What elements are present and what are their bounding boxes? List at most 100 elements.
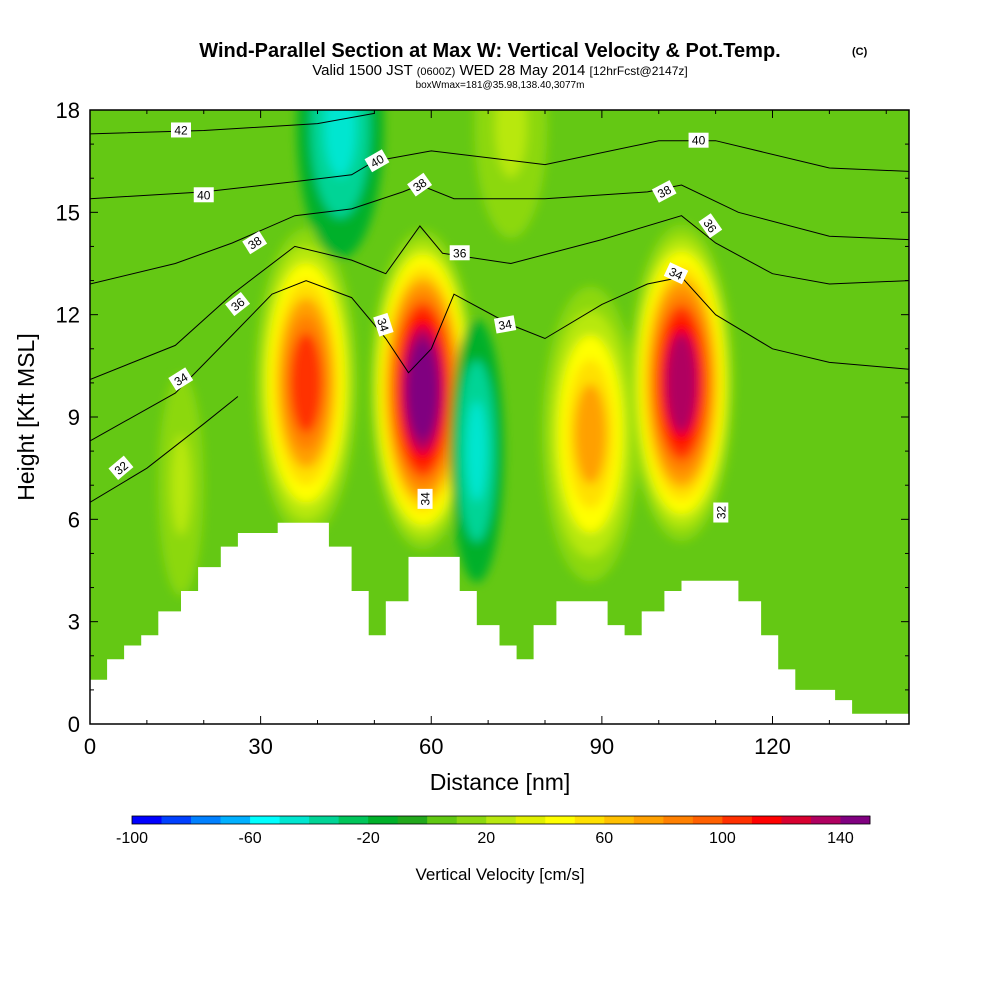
y-tick-label: 9 [68,405,80,430]
colorbar-swatch [810,816,841,824]
colorbar-swatch [751,816,782,824]
theta-contour-36 [90,215,909,380]
valid-date: WED 28 May 2014 [459,62,585,79]
colorbar-tick-label: 20 [477,830,495,847]
contour-label-box [108,455,134,480]
contour-label-38: 38 [407,172,433,197]
contour-label-box [688,132,709,148]
contour-labels: 42 40 40 40 38 38 38 36 36 36 34 34 34 34 34 32 32 [108,122,729,523]
colorbar-swatch [279,816,310,824]
contour-label-text: 36 [453,246,467,260]
colorbar-swatch [220,816,251,824]
contour-label-box [663,262,689,285]
contour-label-box [364,149,390,173]
velocity-core-7-level [324,110,357,178]
velocity-core-3-level [574,383,607,485]
contour-label-34: 34 [493,315,517,334]
colorbar-swatch [663,816,694,824]
x-tick-label: 60 [419,734,443,759]
colorbar [131,815,871,825]
contour-label-36: 36 [449,245,470,261]
colorbar-swatch [427,816,458,824]
colorbar-swatch [161,816,192,824]
contour-label-box [168,367,194,391]
contour-label-text: 34 [374,316,392,333]
velocity-core-2-level [466,400,487,502]
y-axis-label: Height [Kft MSL] [13,333,39,500]
contour-label-text: 34 [497,317,513,333]
contour-label-box [193,187,214,203]
contour-label-32: 32 [108,455,134,480]
theta-contours [90,112,909,503]
contour-label-text: 32 [714,506,728,520]
theta-contour-34 [90,276,909,442]
theta-contour-32 [90,396,239,503]
colorbar-swatch [515,816,546,824]
chart-title: Wind-Parallel Section at Max W: Vertical… [199,40,780,62]
contour-label-box [698,213,723,239]
x-axis-label: Distance [nm] [430,769,571,795]
theta-contour-38 [90,184,909,285]
colorbar-tick-label: 140 [827,830,854,847]
colorbar-label: Vertical Velocity [cm/s] [415,865,584,884]
contour-label-34: 34 [373,312,394,337]
contour-label-text: 34 [667,265,685,283]
plot-area: 42 40 40 40 38 38 38 36 36 36 34 34 34 34 34 32 32 [90,110,909,724]
colorbar-tick-label: 60 [595,830,613,847]
x-tick-label: 90 [590,734,614,759]
velocity-core-4-level [665,332,698,434]
y-tick-label: 15 [56,200,80,225]
colorbar-swatch [722,816,753,824]
colorbar-swatch [132,816,162,824]
contour-label-38: 38 [651,180,677,203]
contour-label-34: 34 [417,488,433,509]
colorbar-tick-label: -100 [116,830,148,847]
contour-label-42: 42 [171,122,191,138]
contour-label-box [407,172,433,197]
colorbar-swatch [781,816,812,824]
theta-contour-42 [90,112,375,135]
velocity-core-0-level [290,332,323,434]
velocity-core-6-level [494,110,527,178]
contour-label-text: 34 [419,492,433,506]
contour-label-box [417,488,433,509]
contour-label-34: 34 [168,367,194,391]
colorbar-frame [131,815,871,825]
valid-prefix: Valid 1500 JST [312,62,412,79]
colorbar-swatch [633,816,664,824]
contour-label-text: 40 [197,188,211,202]
colorbar-swatch [338,816,369,824]
contour-label-box [449,245,470,261]
x-axis-ticks: 0 30 60 90 120 [84,110,887,759]
colorbar-swatch [840,816,871,824]
contour-label-40: 40 [364,149,390,173]
contour-label-40: 40 [193,187,214,203]
contour-label-box [651,180,677,203]
contour-label-box [493,315,517,334]
colorbar-swatch [397,816,428,824]
colorbar-swatch [250,816,280,824]
valid-utc: (0600Z) [417,66,456,78]
colorbar-tick-label: -20 [357,830,380,847]
terrain-mask [90,522,909,724]
colorbar-swatch [692,816,723,824]
copyright-mark: (C) [852,46,868,58]
forecast-info: [12hrFcst@2147z] [590,64,688,78]
colorbar-swatch [604,816,635,824]
colorbar-swatch [456,816,487,824]
y-tick-label: 18 [56,98,80,123]
contour-label-box [713,502,729,523]
contour-label-34: 34 [663,262,689,285]
theta-contour-40 [90,140,909,200]
contour-label-40: 40 [688,132,709,148]
y-tick-label: 12 [56,303,80,328]
colorbar-swatch [545,816,576,824]
contour-label-text: 42 [174,123,188,137]
colorbar-swatch [191,816,221,824]
contour-label-38: 38 [242,230,268,255]
contour-label-text: 40 [692,134,706,148]
box-wmax-info: boxWmax=181@35.98,138.40,3077m [416,80,585,91]
colorbar-swatch [368,816,399,824]
